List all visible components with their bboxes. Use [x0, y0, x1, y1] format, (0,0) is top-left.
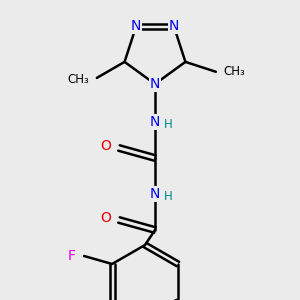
Text: CH₃: CH₃	[67, 74, 89, 86]
Text: N: N	[169, 19, 179, 33]
Text: H: H	[164, 190, 172, 202]
Text: N: N	[150, 77, 160, 91]
Text: F: F	[68, 249, 76, 263]
Text: O: O	[100, 211, 111, 225]
Text: H: H	[164, 118, 172, 130]
Text: N: N	[150, 187, 160, 201]
Text: O: O	[100, 139, 111, 153]
Text: N: N	[150, 115, 160, 129]
Text: N: N	[131, 19, 141, 33]
Text: CH₃: CH₃	[224, 65, 246, 78]
